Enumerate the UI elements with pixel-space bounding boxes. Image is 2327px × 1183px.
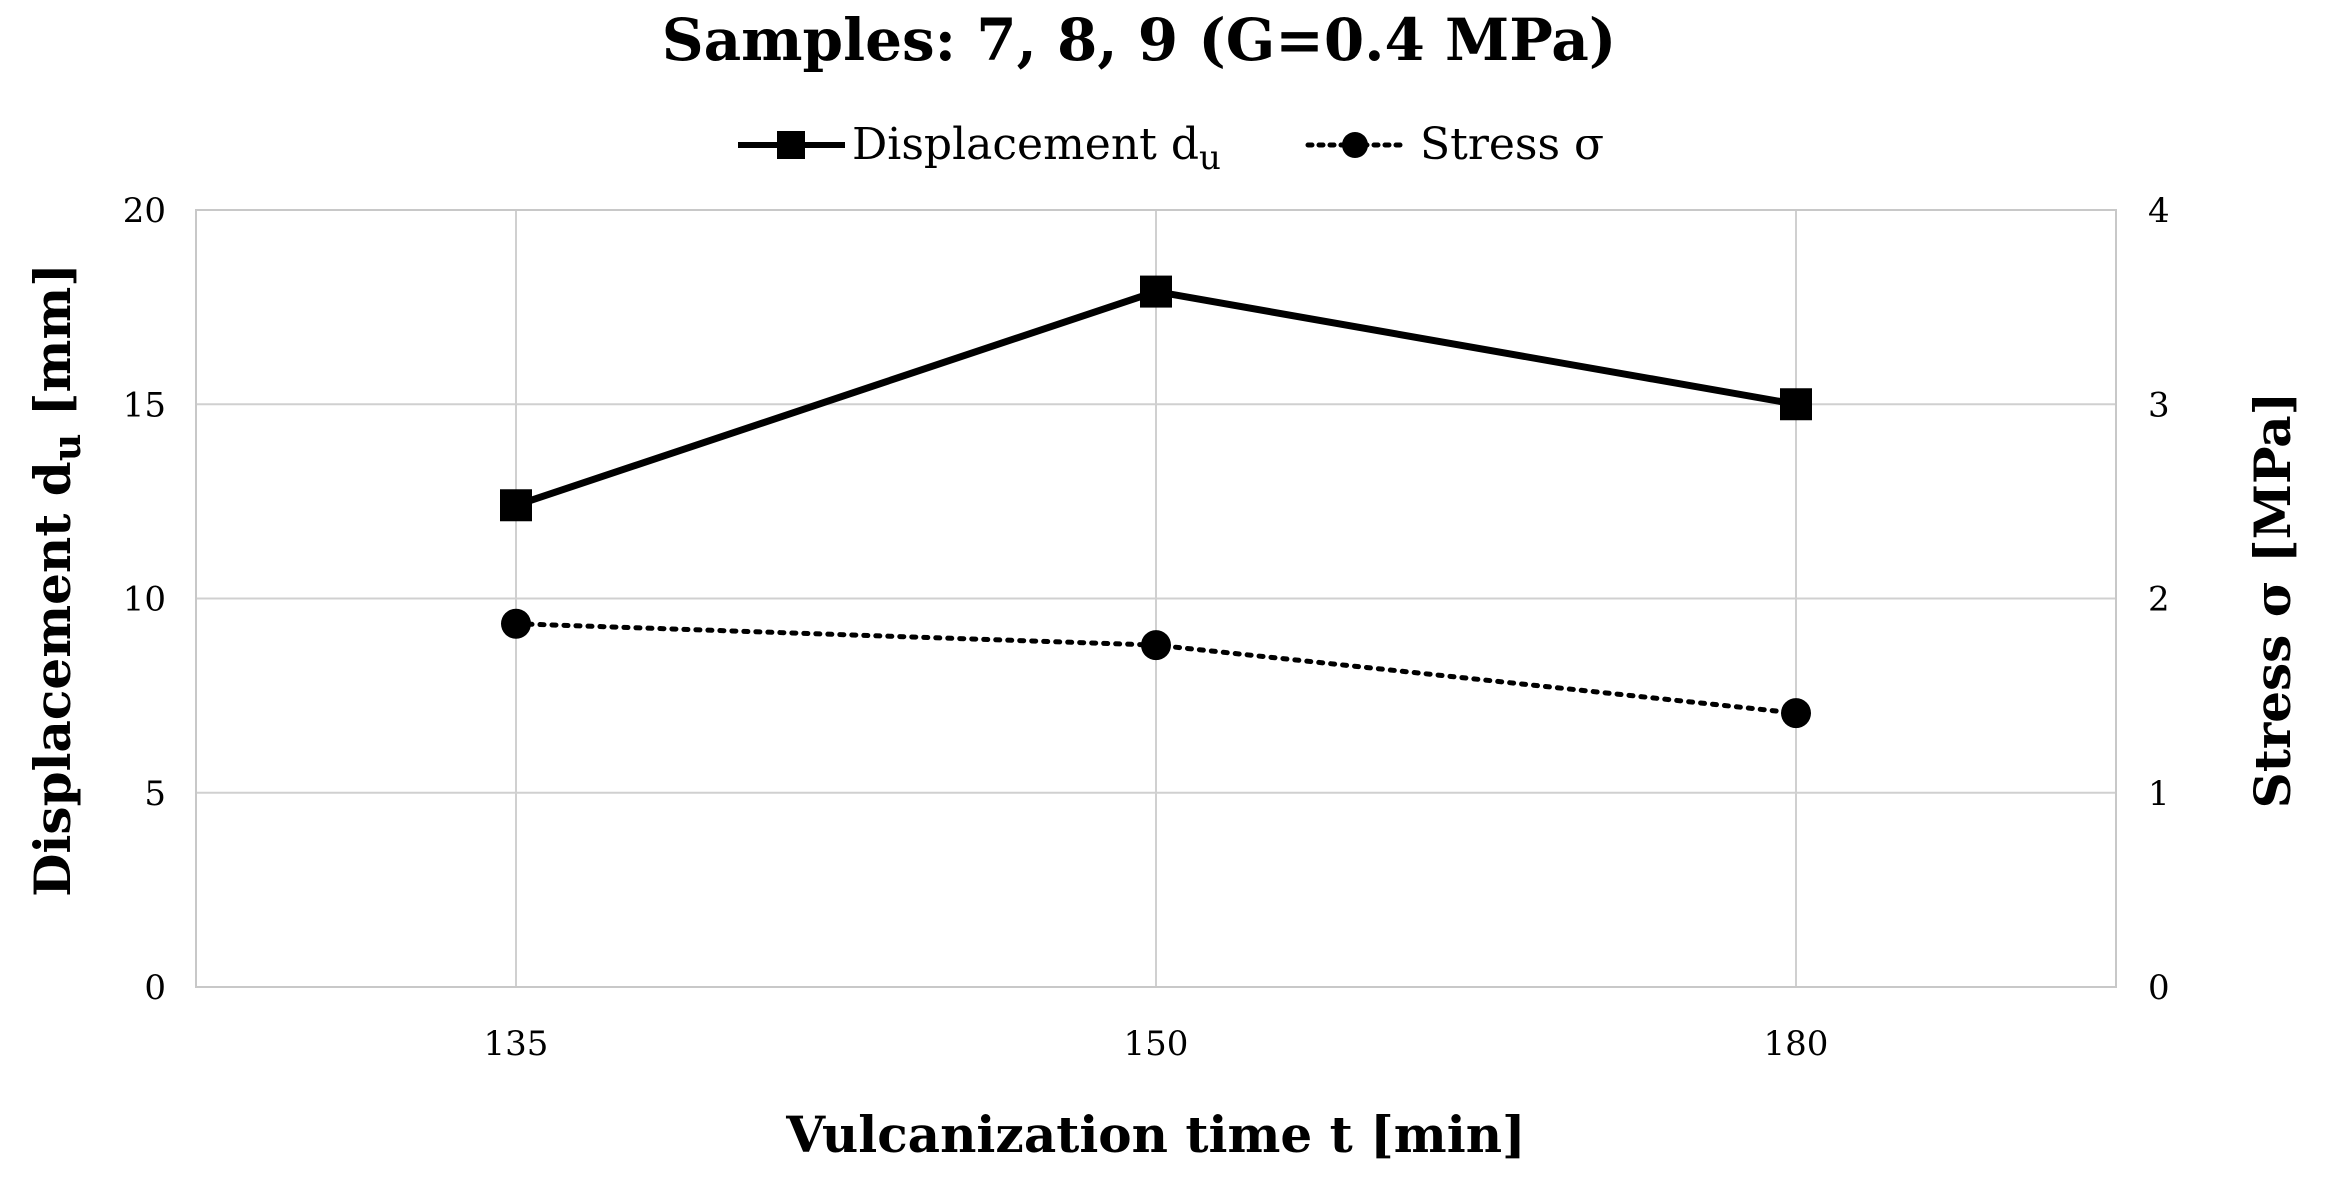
- data-point-square: [500, 489, 532, 522]
- y-left-tick-label: 0: [144, 968, 166, 1008]
- data-point-circle: [1141, 630, 1171, 661]
- legend: Displacement du Stress σ: [738, 119, 1604, 178]
- y-right-tick-label: 3: [2148, 385, 2170, 425]
- data-point-circle: [1781, 698, 1811, 729]
- plot-area: [195, 209, 2117, 988]
- legend-label-stress: Stress σ: [1420, 119, 1604, 170]
- grid: [196, 209, 2116, 988]
- right-axis-ticks: 0 1 2 3 4: [2148, 191, 2170, 1008]
- legend-item-displacement: Displacement du: [738, 119, 1221, 178]
- y-left-axis-title: Displacement du [mm]: [23, 263, 89, 897]
- y-right-axis-title: Stress σ [MPa]: [2243, 392, 2302, 809]
- x-tick-label: 150: [1124, 1024, 1189, 1064]
- x-axis-ticks: 135 150 180: [484, 1024, 1829, 1064]
- x-axis-title: Vulcanization time t [min]: [785, 1105, 1525, 1164]
- left-axis-ticks: 0 5 10 15 20: [123, 191, 166, 1008]
- y-left-axis-title-main: Displacement d: [23, 461, 82, 897]
- data-point-square: [1140, 275, 1172, 308]
- data-point-circle: [501, 608, 531, 639]
- chart-title: Samples: 7, 8, 9 (G=0.4 MPa): [662, 6, 1617, 74]
- y-right-tick-label: 4: [2148, 191, 2170, 231]
- series: [500, 275, 1812, 729]
- y-right-tick-label: 1: [2148, 774, 2170, 814]
- legend-label-displacement-sub: u: [1199, 138, 1221, 178]
- series-stress: [501, 608, 1811, 729]
- x-tick-label: 180: [1764, 1024, 1829, 1064]
- y-right-tick-label: 2: [2148, 580, 2170, 620]
- series-displacement: [500, 275, 1812, 522]
- data-point-square: [1780, 388, 1812, 421]
- legend-label-displacement: Displacement du: [852, 119, 1221, 178]
- legend-item-stress: Stress σ: [1305, 119, 1604, 170]
- y-left-axis-title-sub: u: [44, 434, 89, 462]
- x-tick-label: 135: [484, 1024, 549, 1064]
- y-left-tick-label: 10: [123, 580, 166, 620]
- legend-label-displacement-main: Displacement d: [852, 119, 1199, 170]
- y-left-axis-title-unit: [mm]: [23, 263, 82, 434]
- y-left-tick-label: 5: [144, 774, 166, 814]
- y-left-tick-label: 20: [123, 191, 166, 231]
- y-left-tick-label: 15: [123, 385, 166, 425]
- y-right-tick-label: 0: [2148, 968, 2170, 1008]
